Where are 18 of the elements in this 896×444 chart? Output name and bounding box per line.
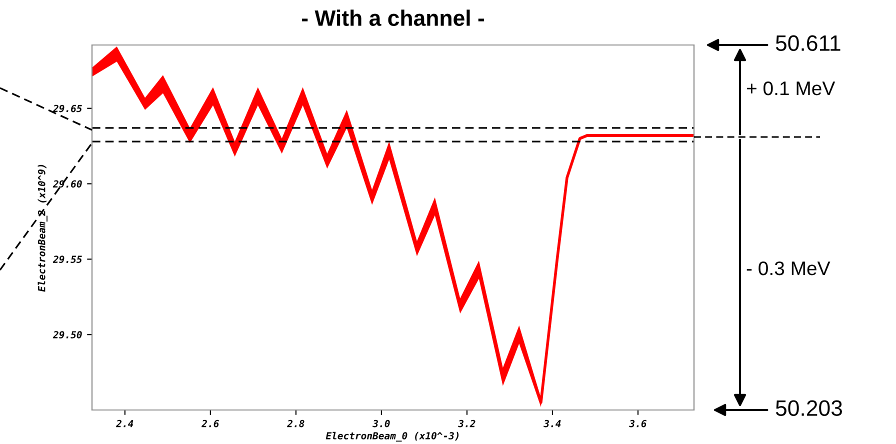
x-tick-label: 3.2 <box>458 420 476 428</box>
text: - 0.3 MeV <box>746 261 830 276</box>
text: 50.203 <box>776 400 842 416</box>
text: + 0.1 MeV <box>746 81 836 96</box>
x-tick-label: 3.4 <box>544 420 561 428</box>
y-tick-label: 29.65 <box>52 104 82 112</box>
x-tick-label: 2.4 <box>116 420 134 428</box>
x-tick-label: 3.6 <box>629 420 646 428</box>
chart-title: - With a channel - <box>302 10 484 26</box>
x-tick-label: 2.6 <box>202 420 219 428</box>
y-tick-label: 29.55 <box>52 256 82 264</box>
y-tick-label: 29.60 <box>52 180 82 188</box>
x-tick-label: 2.8 <box>287 420 304 428</box>
y-tick-label: 29.50 <box>52 331 82 338</box>
text: 50.611 <box>776 35 840 51</box>
x-axis-title: ElectronBeam_0 (x10^-3) <box>326 432 459 442</box>
y-axis-title: ElectronBeam_2 (x10^9) <box>38 164 48 292</box>
x-tick-label: 3.0 <box>372 420 390 428</box>
